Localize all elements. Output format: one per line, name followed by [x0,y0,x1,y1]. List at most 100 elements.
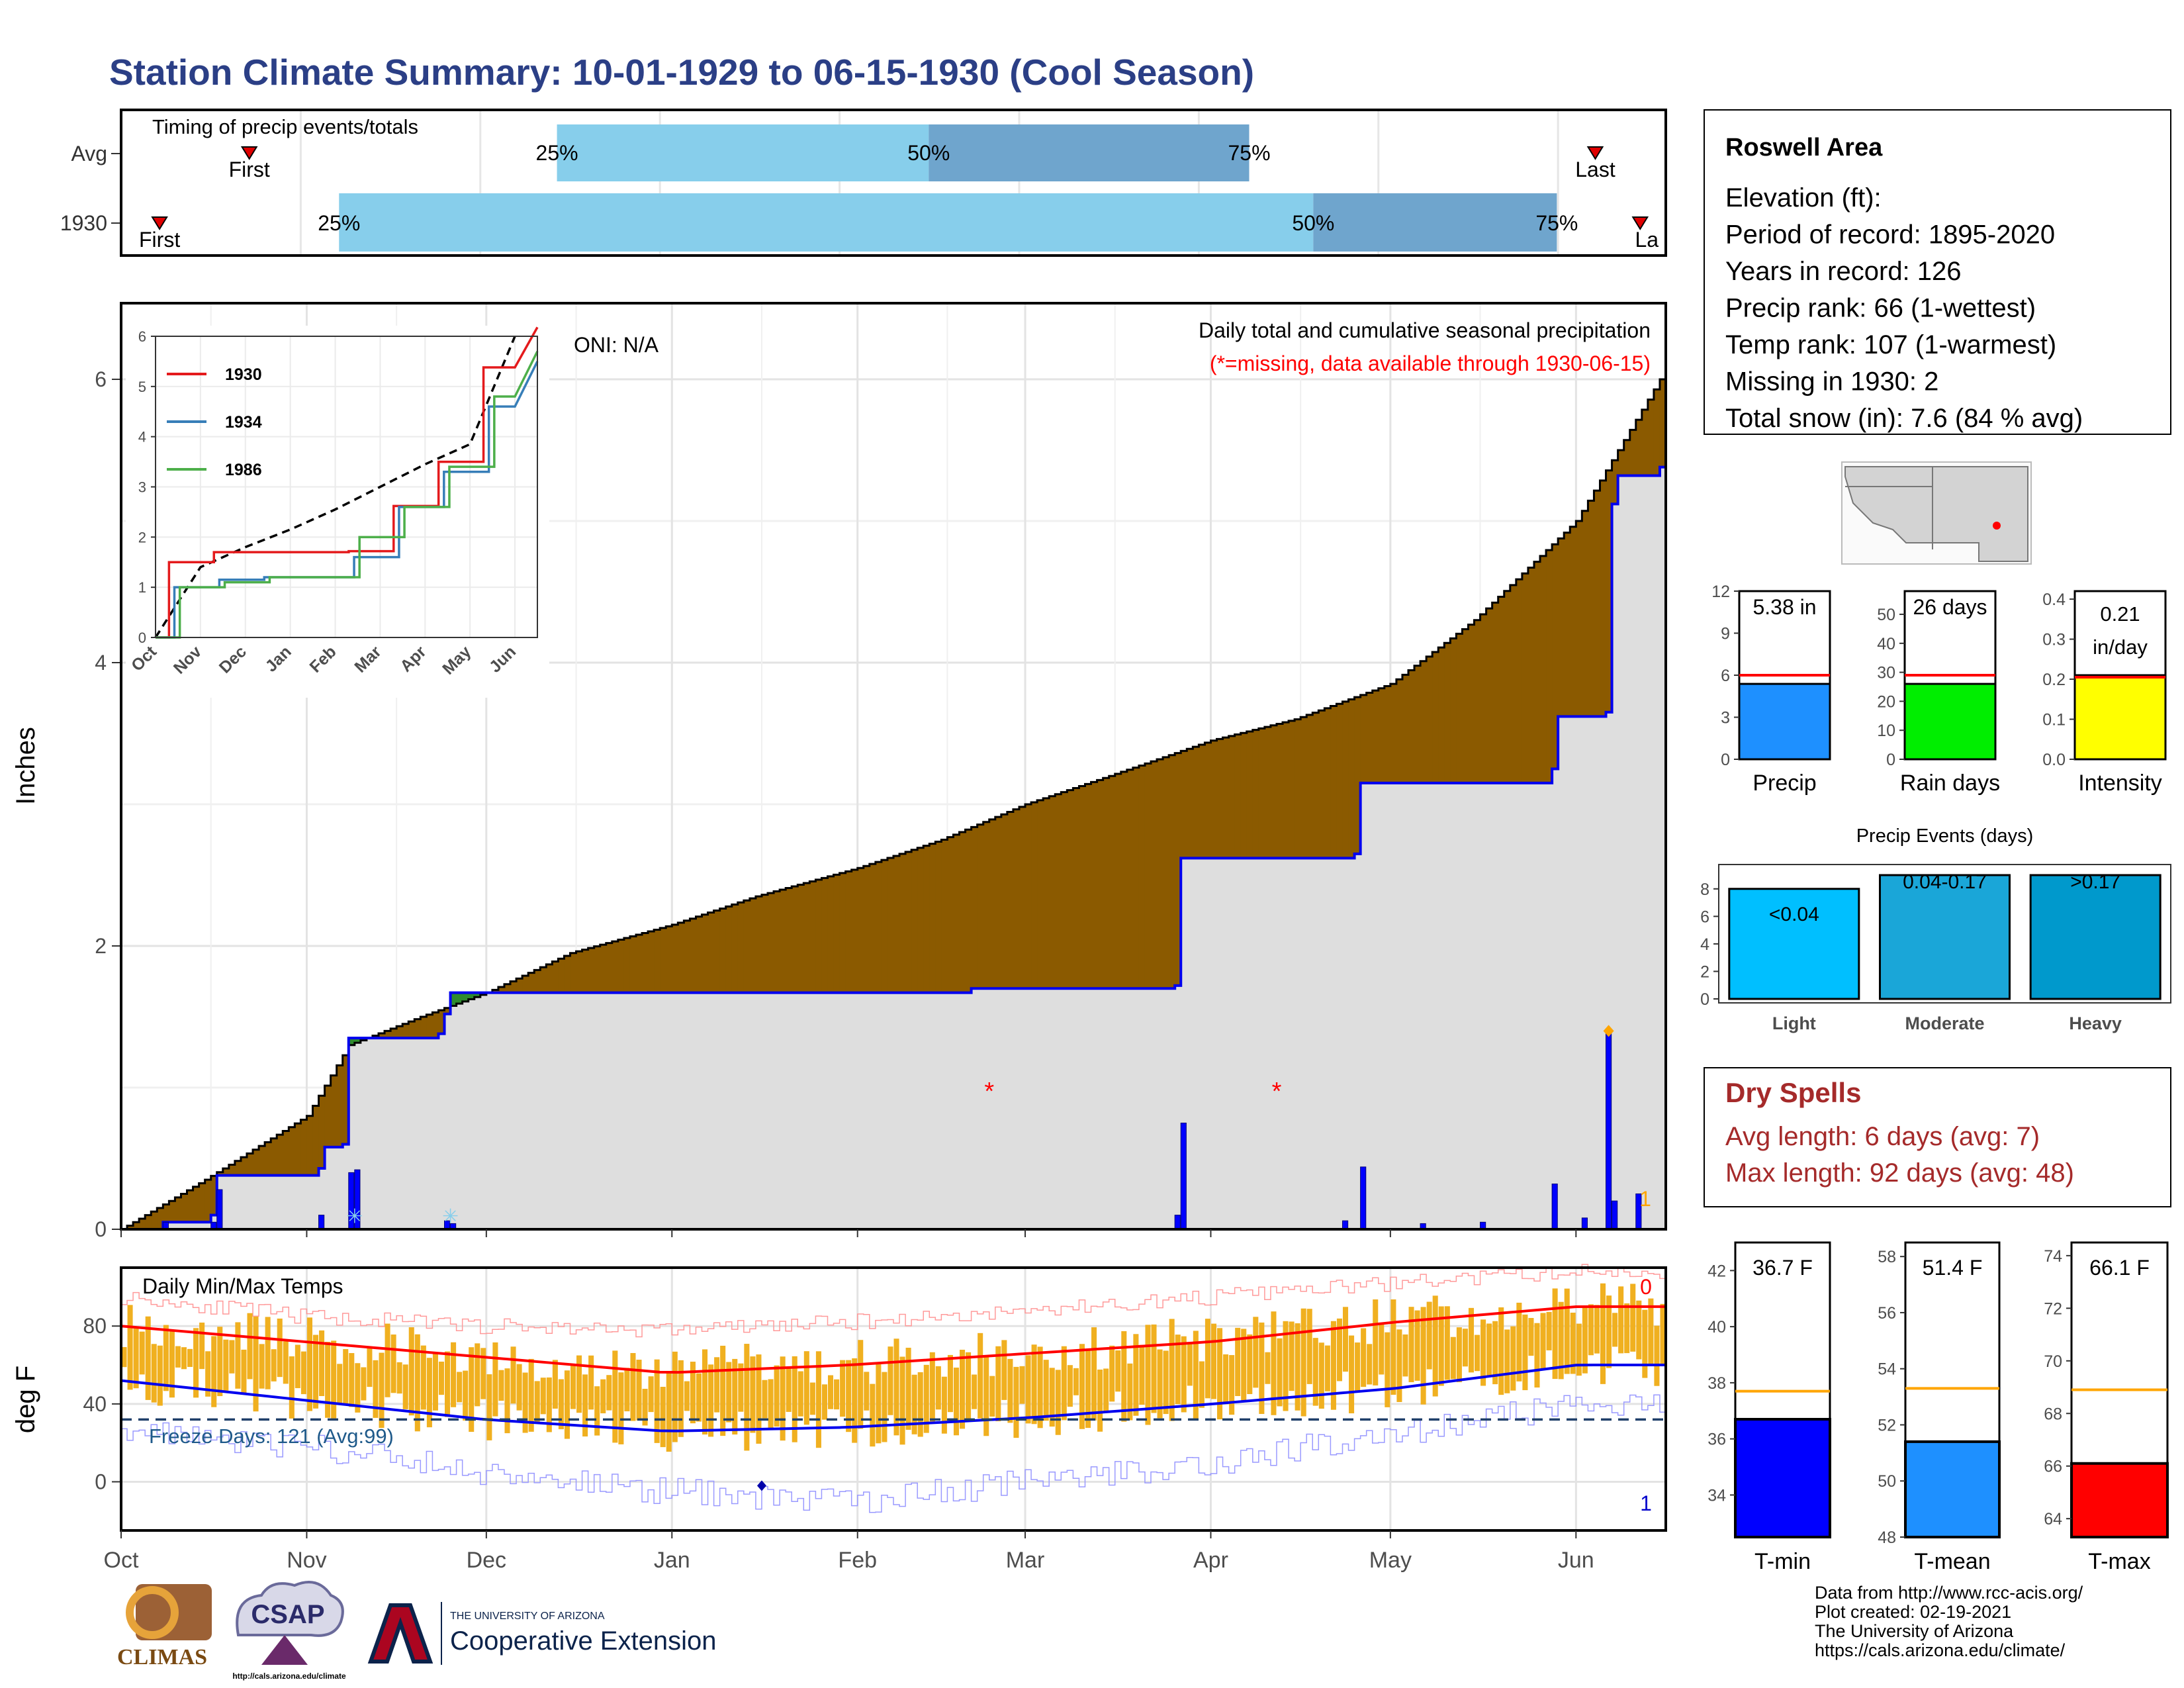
station-info-line: Total snow (in): 7.6 (84 % avg) [1725,404,2083,433]
csap-logo-text: CSAP [251,1600,324,1629]
average-max-line [120,1305,1666,1374]
deficit-area [175,1197,182,1223]
deficit-area [1151,761,1158,989]
daily-temp-range-bar [966,1352,972,1421]
deficit-area [1240,733,1248,859]
deficit-area [1498,596,1505,783]
deficit-area [1432,651,1439,783]
deficit-area [1516,579,1523,783]
deficit-area [1187,749,1193,859]
precip-caption: Daily total and cumulative seasonal prec… [1199,318,1651,342]
daily-temp-range-bar [905,1347,911,1430]
timing-q25-label: 25% [318,211,360,235]
timing-panel: Timing of precip events/totals Avg 25% 50% 7… [60,109,1667,257]
daily-temp-range-bar [522,1372,528,1433]
daily-temp-range-bar [1247,1334,1253,1395]
deficit-area [1126,769,1134,989]
daily-temp-range-bar [1217,1328,1223,1420]
summary-y-tick-label: 0.0 [2042,751,2066,769]
daily-temp-range-bar [1037,1346,1043,1429]
events-category-label: Light [1772,1013,1816,1033]
daily-temp-range-bar [1241,1329,1247,1402]
deficit-area [1414,665,1421,783]
deficit-area [570,953,577,993]
summary-y-tick-label: 10 [1877,722,1895,740]
deficit-area [839,872,846,993]
deficit-area [1570,526,1576,717]
daily-temp-range-bar [516,1364,522,1411]
daily-temp-range-bar [1109,1345,1115,1402]
daily-temp-range-bar [546,1377,552,1432]
record-low-count: 1 [1640,1491,1652,1515]
deficit-area [786,888,792,993]
daily-temp-range-bar [408,1327,414,1416]
daily-temp-range-bar [1594,1305,1600,1354]
deficit-area [648,931,655,993]
precip-y-tick-label: 0 [95,1217,107,1241]
daily-temp-range-bar [414,1334,420,1432]
inset-y-tick-label: 6 [138,328,146,345]
daily-temp-range-bar [797,1371,803,1417]
daily-temp-range-bar [606,1375,612,1411]
daily-temp-range-bar [1522,1314,1528,1391]
first-label: First [139,228,180,252]
deficit-area [780,890,786,993]
temp-summary-y-tick-label: 58 [1878,1248,1896,1266]
deficit-area [929,843,936,993]
daily-temp-range-bar [1049,1368,1055,1427]
daily-temp-range-bar [809,1382,815,1415]
daily-temp-range-bar [678,1360,684,1437]
deficit-area [145,1215,152,1229]
daily-temp-range-bar [774,1365,780,1427]
daily-temp-range-bar [726,1362,732,1423]
dry-spells-box: Dry Spells Avg length: 6 days (avg: 7) Max… [1704,1067,2171,1207]
deficit-area [1258,728,1265,859]
daily-temp-range-bar [157,1345,163,1406]
daily-temp-range-bar [1390,1299,1396,1395]
deficit-area [713,910,721,993]
last-label: La [1635,228,1659,252]
events-y-tick-label: 8 [1700,880,1709,899]
daily-temp-range-bar [349,1353,355,1407]
summary-y-tick-label: 0 [1721,751,1730,769]
daily-temp-range-bar [1193,1331,1199,1421]
month-label: Feb [838,1548,877,1573]
deficit-area [336,1065,343,1147]
deficit-area [863,866,870,993]
deficit-area [1324,708,1331,859]
temp-summary-y-tick-label: 40 [1707,1318,1726,1336]
max-day-marker-icon [1603,1025,1614,1037]
daily-temp-range-bar [1510,1326,1516,1391]
deficit-area [833,874,841,993]
daily-temp-range-bar [827,1375,834,1409]
deficit-area [1659,379,1666,467]
deficit-area [1564,532,1570,717]
deficit-area [953,834,960,993]
daily-temp-range-bar [1061,1346,1067,1421]
temp-summary-label: T-min [1754,1549,1811,1574]
deficit-area [1031,802,1038,989]
deficit-area [1533,561,1541,783]
daily-temp-range-bar [630,1352,636,1421]
daily-temp-range-bar [265,1317,271,1389]
daily-temp-range-bar [702,1349,708,1435]
deficit-area [222,1168,230,1176]
deficit-area [205,1180,212,1223]
daily-temp-range-bar [331,1340,337,1419]
inset-series-line [156,350,539,639]
daily-temp-range-bar [1654,1325,1660,1386]
month-label: Apr [1193,1548,1228,1573]
summary-y-tick-label: 30 [1877,664,1895,682]
daily-temp-range-bar [1540,1313,1546,1369]
location-map [1841,461,2032,565]
credit-line: Plot created: 02-19-2021 [1815,1602,2012,1622]
daily-temp-range-bar [696,1373,702,1422]
observed-cumulative-line [121,465,1666,1231]
deficit-area [396,1026,403,1039]
snow-day-icon: ✳ [346,1206,363,1228]
daily-temp-range-bar [815,1351,821,1448]
dry-spells-max: Max length: 92 days (avg: 48) [1725,1158,2074,1188]
deficit-area [923,845,930,993]
deficit-area [1013,809,1020,989]
daily-temp-range-bar [708,1364,714,1437]
